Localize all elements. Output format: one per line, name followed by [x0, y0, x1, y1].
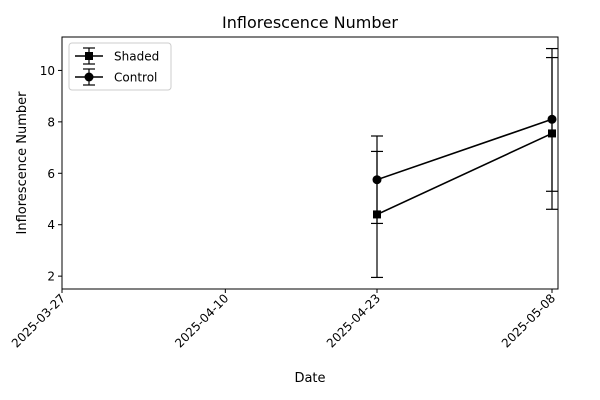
series-layer [371, 47, 558, 279]
data-point-control [547, 114, 557, 124]
y-tick-label: 6 [47, 167, 55, 181]
x-axis-label: Date [294, 371, 325, 386]
series-line-control [376, 118, 553, 181]
data-point-control [372, 175, 382, 185]
series-line-shaded [376, 132, 553, 216]
y-axis: 2 4 6 8 10 [40, 64, 62, 284]
y-tick-label: 10 [40, 64, 55, 78]
legend-item-control: Control [75, 68, 157, 86]
plot-area [61, 36, 559, 290]
y-tick-label: 8 [47, 115, 55, 129]
chart-title: Inflorescence Number [222, 13, 398, 32]
legend-marker [85, 52, 93, 60]
legend-box [68, 42, 172, 91]
legend-item-shaded: Shaded [75, 47, 159, 65]
y-tick-label: 4 [47, 218, 55, 232]
series-control [371, 47, 558, 225]
legend: Shaded Control [68, 42, 172, 91]
legend-marker [84, 72, 94, 82]
legend-label: Control [114, 71, 157, 85]
y-axis-label: Inflorescence Number [15, 91, 30, 235]
legend-label: Shaded [114, 50, 159, 64]
y-tick-label: 2 [47, 270, 55, 284]
